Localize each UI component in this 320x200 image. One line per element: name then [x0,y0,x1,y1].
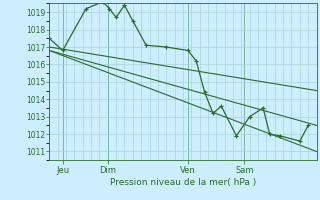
X-axis label: Pression niveau de la mer( hPa ): Pression niveau de la mer( hPa ) [110,178,256,187]
